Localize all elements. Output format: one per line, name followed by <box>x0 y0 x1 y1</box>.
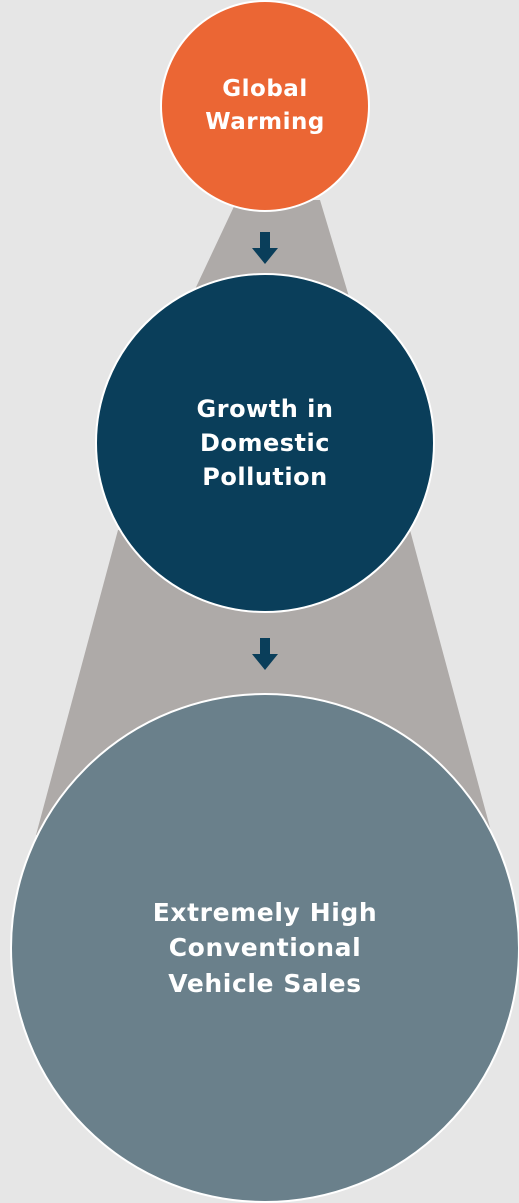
step-global-warming: Global Warming <box>160 0 370 212</box>
step-3-label: Extremely High Conventional Vehicle Sale… <box>152 897 378 998</box>
step-1-label: Global Warming <box>205 76 325 135</box>
arrow-down-icon <box>252 232 278 264</box>
arrow-down-icon <box>252 638 278 670</box>
step-2-label: Growth in Domestic Pollution <box>196 394 334 492</box>
step-extremely-high-conventional-vehicle-sales: Extremely High Conventional Vehicle Sale… <box>10 693 519 1203</box>
step-growth-in-domestic-pollution: Growth in Domestic Pollution <box>95 273 435 613</box>
